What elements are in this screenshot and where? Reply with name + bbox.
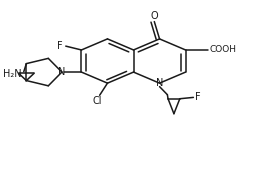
Text: N: N <box>58 67 65 77</box>
Text: N: N <box>156 78 163 88</box>
Text: COOH: COOH <box>209 45 236 54</box>
Text: F: F <box>195 92 201 102</box>
Text: H₂N: H₂N <box>2 69 21 79</box>
Text: Cl: Cl <box>92 96 102 106</box>
Text: O: O <box>151 11 158 21</box>
Text: F: F <box>57 41 63 51</box>
